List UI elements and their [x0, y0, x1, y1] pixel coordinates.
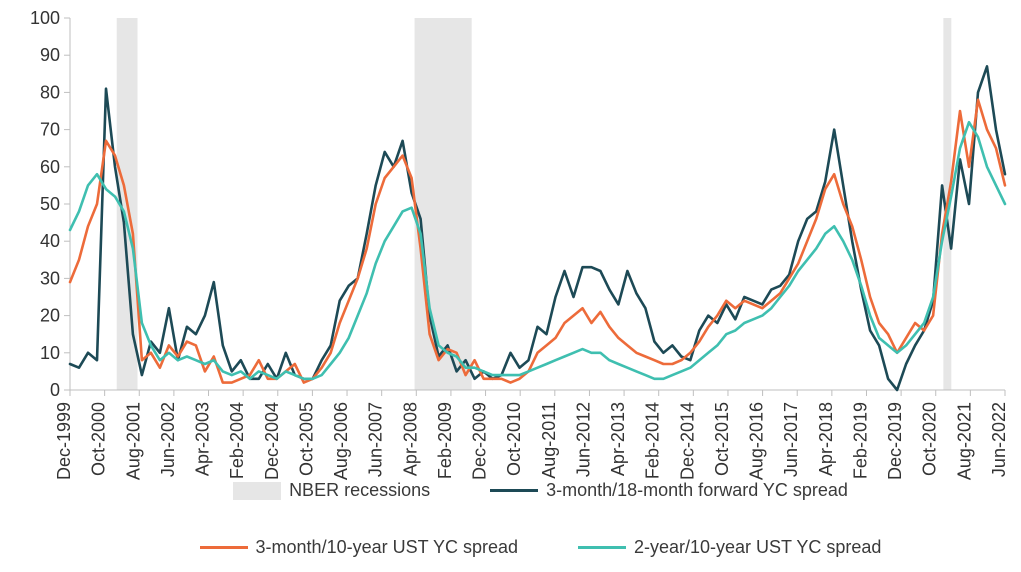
legend-label: NBER recessions — [289, 480, 430, 501]
svg-text:Jun-2017: Jun-2017 — [781, 402, 801, 477]
legend-label: 3-month/18-month forward YC spread — [546, 480, 848, 501]
svg-text:Oct-2000: Oct-2000 — [89, 402, 109, 476]
svg-text:0: 0 — [50, 380, 60, 400]
legend-item-s1: 3-month/18-month forward YC spread — [490, 480, 848, 501]
svg-text:40: 40 — [40, 231, 60, 251]
svg-text:Feb-2004: Feb-2004 — [227, 402, 247, 479]
svg-text:Dec-2009: Dec-2009 — [470, 402, 490, 480]
recession-bands — [117, 18, 952, 390]
svg-text:Apr-2018: Apr-2018 — [816, 402, 836, 476]
legend-swatch-s3 — [578, 546, 626, 549]
svg-text:Oct-2005: Oct-2005 — [296, 402, 316, 476]
svg-text:Oct-2010: Oct-2010 — [504, 402, 524, 476]
series-s2 — [70, 100, 1005, 383]
yield-curve-chart: 0 10 20 30 40 50 60 70 80 90 100 Dec-1999 Oct-2000 Au… — [0, 0, 1021, 572]
legend-label: 3-month/10-year UST YC spread — [256, 537, 518, 558]
svg-text:Dec-2014: Dec-2014 — [677, 402, 697, 480]
series-s3 — [70, 122, 1005, 379]
svg-text:Feb-2014: Feb-2014 — [643, 402, 663, 479]
svg-text:10: 10 — [40, 343, 60, 363]
svg-text:Jun-2012: Jun-2012 — [573, 402, 593, 477]
svg-text:Oct-2015: Oct-2015 — [712, 402, 732, 476]
svg-text:Aug-2006: Aug-2006 — [331, 402, 351, 480]
svg-text:Dec-2004: Dec-2004 — [262, 402, 282, 480]
legend-item-recessions: NBER recessions — [233, 480, 430, 501]
svg-text:Aug-2021: Aug-2021 — [954, 402, 974, 480]
svg-text:Dec-2019: Dec-2019 — [885, 402, 905, 480]
svg-text:Jun-2002: Jun-2002 — [158, 402, 178, 477]
svg-text:Apr-2013: Apr-2013 — [608, 402, 628, 476]
chart-legend: NBER recessions 3-month/18-month forward… — [0, 470, 1021, 572]
svg-text:100: 100 — [30, 8, 60, 28]
svg-text:Oct-2020: Oct-2020 — [920, 402, 940, 476]
svg-text:Jun-2007: Jun-2007 — [366, 402, 386, 477]
legend-swatch-recessions — [233, 482, 281, 500]
legend-label: 2-year/10-year UST YC spread — [634, 537, 881, 558]
legend-swatch-s1 — [490, 489, 538, 492]
svg-text:Apr-2003: Apr-2003 — [193, 402, 213, 476]
svg-text:60: 60 — [40, 157, 60, 177]
svg-text:80: 80 — [40, 82, 60, 102]
legend-swatch-s2 — [200, 546, 248, 549]
svg-text:Aug-2016: Aug-2016 — [747, 402, 767, 480]
svg-text:30: 30 — [40, 268, 60, 288]
svg-text:Aug-2011: Aug-2011 — [539, 402, 559, 479]
svg-text:Aug-2001: Aug-2001 — [123, 402, 143, 480]
svg-text:90: 90 — [40, 45, 60, 65]
svg-text:Dec-1999: Dec-1999 — [54, 402, 74, 480]
svg-text:Feb-2009: Feb-2009 — [435, 402, 455, 479]
svg-text:Apr-2008: Apr-2008 — [400, 402, 420, 476]
series-s1 — [70, 66, 1005, 390]
svg-text:Jun-2022: Jun-2022 — [989, 402, 1009, 477]
svg-text:20: 20 — [40, 306, 60, 326]
legend-item-s3: 2-year/10-year UST YC spread — [578, 537, 881, 558]
svg-text:70: 70 — [40, 120, 60, 140]
legend-item-s2: 3-month/10-year UST YC spread — [200, 537, 518, 558]
svg-text:50: 50 — [40, 194, 60, 214]
svg-text:Feb-2019: Feb-2019 — [850, 402, 870, 479]
